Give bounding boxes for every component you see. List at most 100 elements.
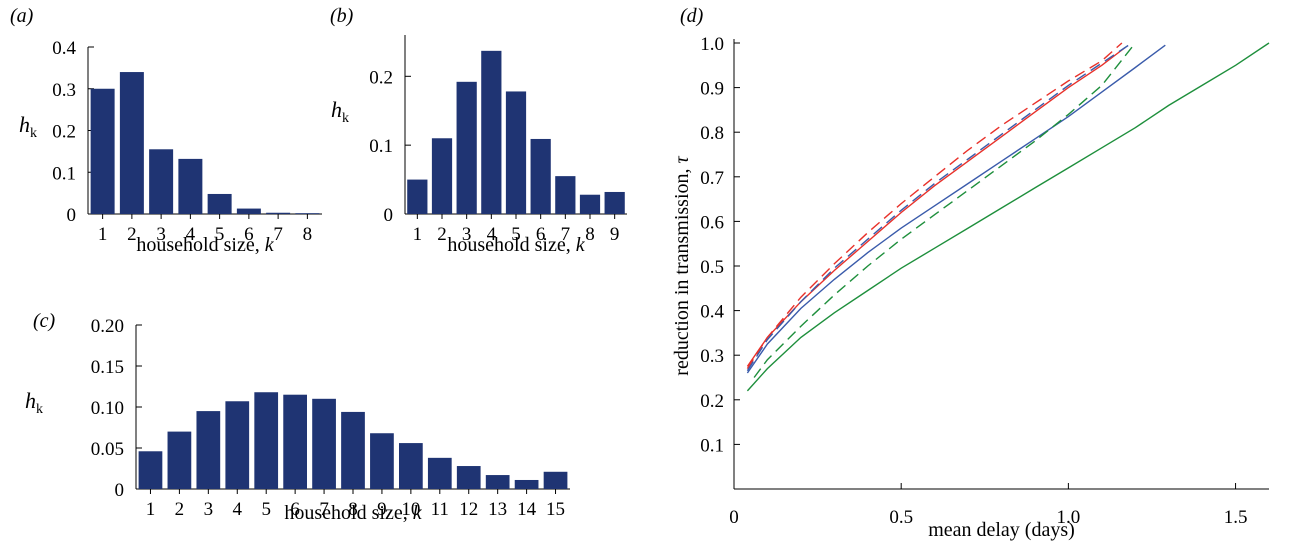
bar [196, 411, 221, 489]
bar [236, 208, 261, 214]
x-tick-label: 7 [561, 224, 571, 245]
x-tick-label: 15 [546, 499, 565, 520]
bar [543, 471, 568, 489]
x-tick-label: 13 [488, 499, 507, 520]
bar [555, 176, 576, 214]
bar [312, 398, 336, 489]
y-tick-label: 0.8 [700, 123, 724, 144]
y-tick-label: 0.2 [369, 67, 393, 88]
panel-c-chart: 00.050.100.150.201 2 3 4 5 6 7 8 9 10 11 12 13 14 15ho… [25, 316, 570, 524]
panel-b-label: (b) [330, 5, 354, 27]
bar [138, 451, 163, 489]
bar [485, 475, 510, 489]
x-tick-label: 6 [536, 224, 546, 245]
x-tick-label: 6 [290, 499, 300, 520]
x-tick-label: 1 [146, 499, 156, 520]
bar [431, 138, 453, 214]
y-tick-label: 0.4 [52, 38, 76, 59]
x-tick-label: 14 [517, 499, 537, 520]
bar [149, 149, 174, 214]
x-tick-label: 4 [186, 224, 196, 245]
x-tick-label: 10 [401, 499, 420, 520]
bar [456, 466, 481, 489]
bar [207, 193, 232, 214]
bar [295, 213, 320, 214]
bar [370, 433, 394, 489]
y-tick-label: 0 [115, 480, 125, 501]
x-tick-label: 1.5 [1224, 507, 1248, 528]
panel-d-chart: 0.1 0.2 0.3 0.4 0.5 0.6 0.7 0.8 0.9 1.0 0 0.5 1.0 1.5… [671, 34, 1270, 541]
bar [341, 411, 365, 489]
bar [254, 392, 279, 489]
panel-c-label: (c) [33, 310, 56, 332]
series-line-4 [746, 44, 1129, 372]
y-tick-label: 0 [384, 205, 394, 226]
bar [604, 191, 625, 214]
x-tick-label: 4 [487, 224, 497, 245]
panel-b: (b) 0 0.1 0.2 1 2 3 4 5 6 7 8 9 household size, k hk [330, 5, 627, 256]
x-axis-label: mean delay (days) [928, 519, 1075, 541]
y-tick-label: 0.15 [91, 357, 124, 378]
y-tick-label: 0.10 [91, 398, 124, 419]
x-axis-label: household size, k [447, 234, 585, 256]
y-tick-label: 0.20 [91, 316, 124, 337]
x-tick-label: 7 [319, 499, 329, 520]
y-axis-label: hk [331, 97, 349, 126]
panel-c: (c) 00.050.100.150.201 2 3 4 5 6 7 8 9 10 11 12 13 14… [25, 310, 570, 524]
bar [119, 72, 144, 214]
y-tick-label: 0.3 [52, 80, 76, 101]
bar [579, 194, 601, 214]
y-tick-label: 0.1 [52, 163, 76, 184]
x-tick-label: 9 [610, 224, 620, 245]
x-tick-label: 9 [377, 499, 387, 520]
bar [399, 443, 423, 489]
bar [266, 212, 291, 214]
x-tick-label: 7 [273, 224, 283, 245]
x-tick-label: 3 [156, 224, 166, 245]
y-tick-label: 0.2 [700, 391, 724, 412]
bar [225, 401, 250, 489]
x-tick-label: 12 [459, 499, 478, 520]
bar [505, 91, 527, 214]
y-axis-label: hk [25, 388, 43, 417]
panel-d-label: (d) [680, 5, 704, 27]
x-tick-label: 4 [233, 499, 243, 520]
x-tick-label: 1 [413, 224, 423, 245]
x-axis-label: household size, k [136, 234, 274, 256]
y-tick-label: 0.5 [700, 257, 724, 278]
y-axis-label: hk [19, 112, 37, 141]
bar [456, 81, 477, 214]
series-line-2 [746, 42, 1123, 369]
x-tick-label: 2 [437, 224, 447, 245]
x-tick-label: 0 [729, 507, 739, 528]
series-line-3 [746, 44, 1166, 374]
bar [90, 88, 115, 214]
y-tick-label: 0.2 [52, 122, 76, 143]
series-line-6 [753, 42, 1136, 378]
bar [178, 158, 203, 214]
panel-a: (a) 0 0.1 0.2 0.3 0.4 1 2 3 4 5 6 7 8 household size,… [10, 5, 322, 256]
x-axis-label: household size, k [284, 502, 422, 524]
y-tick-label: 0.6 [700, 212, 724, 233]
x-tick-label: 1.0 [1057, 507, 1081, 528]
y-tick-label: 0.1 [700, 435, 724, 456]
x-tick-label: 2 [127, 224, 137, 245]
y-tick-label: 0 [67, 205, 77, 226]
x-tick-label: 11 [431, 499, 449, 520]
y-tick-label: 0.3 [700, 346, 724, 367]
y-tick-label: 0.4 [700, 302, 724, 323]
x-tick-label: 8 [585, 224, 595, 245]
bar [407, 179, 428, 214]
y-tick-label: 0.7 [700, 168, 724, 189]
x-tick-label: 6 [244, 224, 254, 245]
panel-a-chart: 0 0.1 0.2 0.3 0.4 1 2 3 4 5 6 7 8 household size, k hk [19, 38, 322, 256]
x-tick-label: 8 [348, 499, 358, 520]
bar [167, 431, 192, 489]
x-tick-label: 3 [204, 499, 214, 520]
x-tick-label: 0.5 [889, 507, 913, 528]
panel-b-chart: 0 0.1 0.2 1 2 3 4 5 6 7 8 9 household size, k hk [331, 35, 627, 256]
series-line-1 [746, 46, 1126, 367]
bar [427, 457, 452, 489]
bar [283, 394, 307, 489]
